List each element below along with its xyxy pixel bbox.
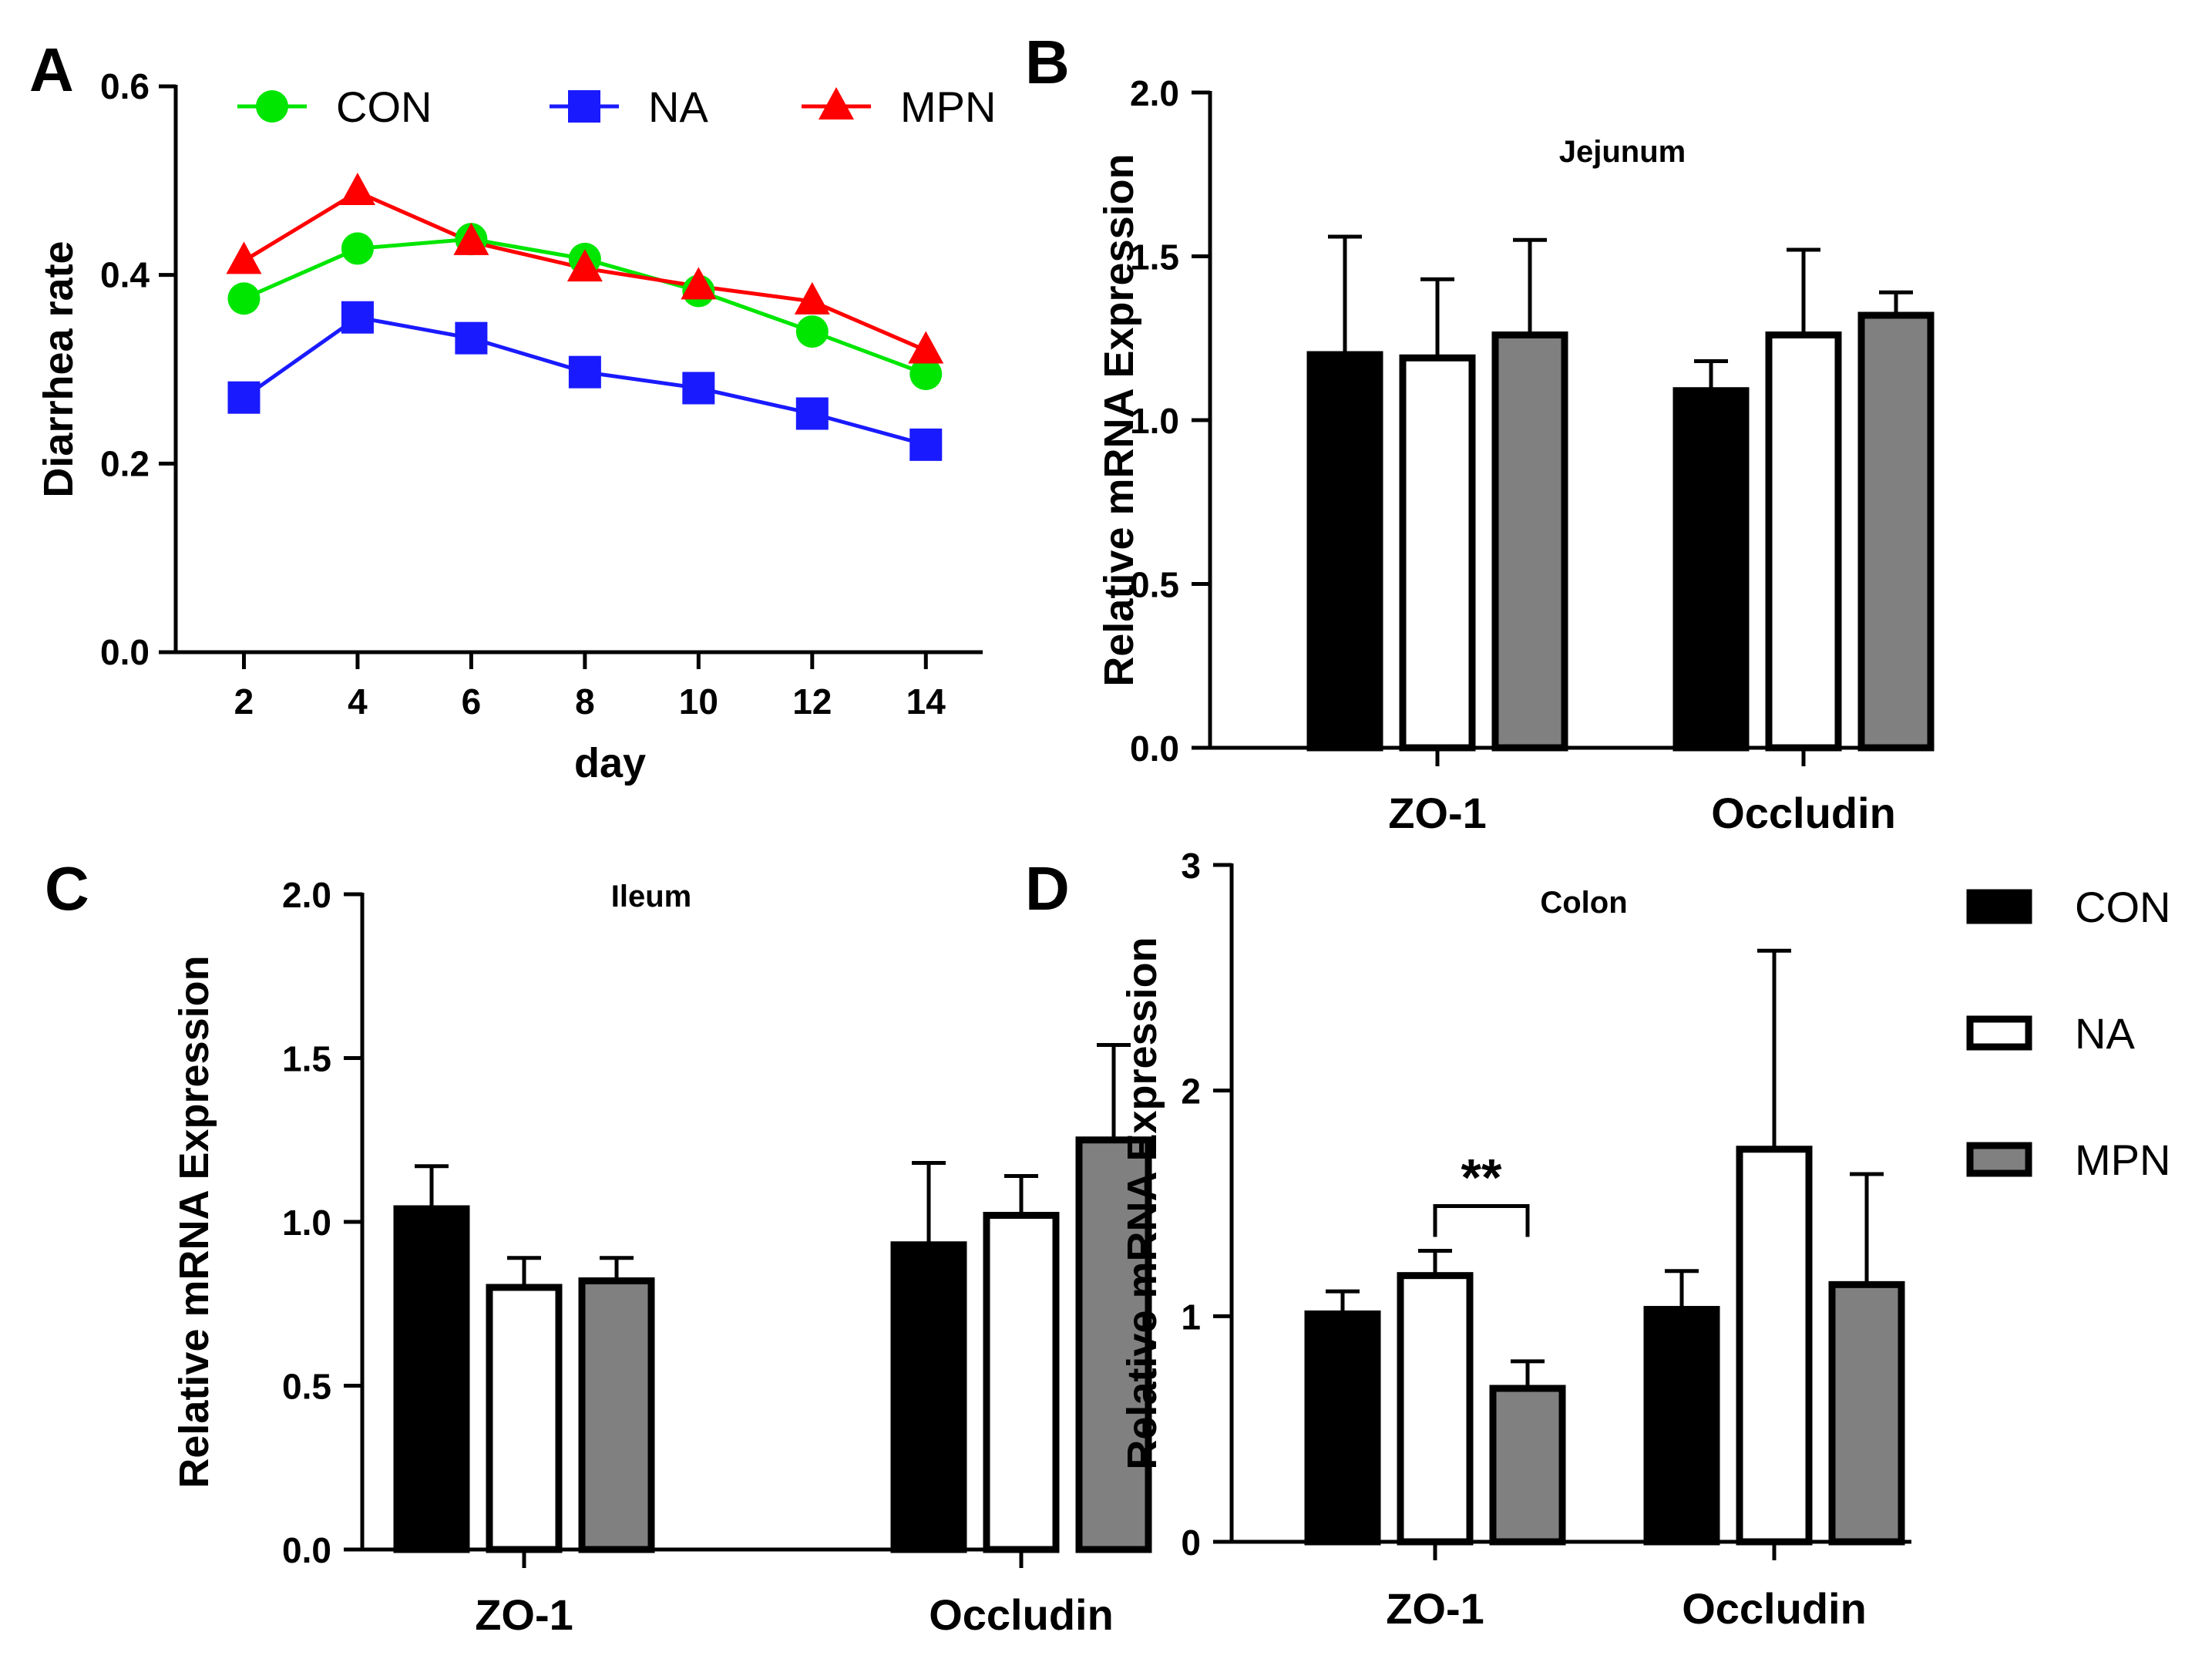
y-tick-label-b: 1.5 xyxy=(1130,237,1179,278)
legend-swatch-con xyxy=(1966,889,2032,924)
legend-label-mpn: MPN xyxy=(900,82,996,131)
x-tick-label-a: 12 xyxy=(792,681,832,722)
bar-mpn-zo-1 xyxy=(578,1277,655,1553)
bar-con-occludin xyxy=(890,1241,967,1553)
bar-na-zo-1 xyxy=(1397,1272,1474,1546)
y-tick-label-b: 0.0 xyxy=(1130,729,1179,769)
data-point-con xyxy=(795,315,829,348)
legend-label-con: CON xyxy=(336,82,432,131)
y-tick-label-b: 2.0 xyxy=(1130,73,1179,113)
data-point-mpn xyxy=(339,173,375,206)
legend-marker-mpn xyxy=(819,87,854,119)
data-point-na xyxy=(227,381,261,414)
data-point-mpn xyxy=(908,331,944,364)
y-axis-title-c: Relative mRNA Expression xyxy=(171,955,217,1488)
bar-na-occludin xyxy=(1736,1146,1813,1546)
x-tick-label-a: 6 xyxy=(462,681,482,722)
bar-con-occludin xyxy=(1643,1306,1720,1546)
y-tick-label-a: 0.6 xyxy=(100,66,150,106)
data-point-mpn xyxy=(453,222,489,255)
bar-con-zo-1 xyxy=(1306,351,1383,752)
y-tick-label-d: 3 xyxy=(1181,846,1201,886)
y-tick-label-a: 0.2 xyxy=(100,443,150,483)
significance-stars: ** xyxy=(1461,1148,1502,1206)
category-label-c: ZO-1 xyxy=(475,1590,573,1639)
category-label-d: Occludin xyxy=(1682,1584,1867,1633)
bar-mpn-zo-1 xyxy=(1489,1385,1566,1546)
y-tick-label-c: 0.5 xyxy=(282,1367,331,1407)
panel-letter-c: C xyxy=(45,854,89,923)
y-axis-title-b: Relative mRNA Expression xyxy=(1096,153,1142,686)
legend-label-na: NA xyxy=(2075,1009,2135,1058)
panel-b: B Jejunum Relative mRNA Expression 0.0 0.5 1.… xyxy=(1025,28,1935,837)
y-tick-label-c: 0.0 xyxy=(282,1530,331,1570)
data-point-na xyxy=(568,355,601,389)
data-point-na xyxy=(682,372,715,405)
y-tick-label-a: 0.0 xyxy=(100,632,150,672)
data-point-con xyxy=(227,282,261,315)
data-point-mpn xyxy=(226,241,262,274)
x-tick-label-a: 8 xyxy=(575,681,595,722)
y-tick-label-c: 1.0 xyxy=(282,1203,331,1243)
bar-na-occludin xyxy=(983,1212,1060,1553)
panel-title-d: Colon xyxy=(1540,886,1627,920)
panel-letter-d: D xyxy=(1025,854,1070,923)
bar-na-occludin xyxy=(1765,331,1842,752)
bar-con-zo-1 xyxy=(393,1205,470,1553)
data-point-na xyxy=(795,397,829,430)
bar-mpn-occludin xyxy=(1857,311,1935,752)
panel-a: A 0.0 0.2 0.4 0.6 2 4 6 8 10 12 14 day Diarrhea rate C… xyxy=(29,35,996,786)
x-tick-label-a: 4 xyxy=(348,681,368,722)
y-tick-label-b: 0.5 xyxy=(1130,565,1179,605)
y-tick-label-b: 1.0 xyxy=(1130,401,1179,441)
category-label-d: ZO-1 xyxy=(1386,1584,1484,1633)
bar-con-occludin xyxy=(1672,387,1750,752)
y-tick-label-d: 0 xyxy=(1181,1523,1201,1563)
y-axis-title-a: Diarrhea rate xyxy=(35,241,82,497)
data-point-con xyxy=(341,232,374,265)
y-tick-label-c: 1.5 xyxy=(282,1039,331,1079)
data-point-na xyxy=(909,428,943,461)
legend-marker-con xyxy=(256,90,288,123)
category-label-c: Occludin xyxy=(929,1590,1114,1639)
y-tick-label-d: 2 xyxy=(1181,1072,1201,1112)
panel-title-b: Jejunum xyxy=(1559,135,1686,169)
y-tick-label-d: 1 xyxy=(1181,1297,1201,1337)
bar-mpn-occludin xyxy=(1075,1136,1152,1553)
panel-d: D Colon Relative mRNA Expression 0 1 2 3 ZO-1 Oc… xyxy=(1025,846,2170,1633)
x-axis-title-a: day xyxy=(574,740,646,786)
panel-title-c: Ileum xyxy=(611,880,691,914)
panel-c: C Ileum Relative mRNA Expression 0.0 0.5 1.0 1… xyxy=(45,854,1152,1639)
legend-label-mpn: MPN xyxy=(2075,1136,2170,1184)
significance-bracket xyxy=(1433,1203,1530,1237)
data-point-na xyxy=(341,301,374,334)
data-point-mpn xyxy=(794,281,830,315)
legend-marker-na xyxy=(568,90,600,123)
category-label-b: Occludin xyxy=(1711,789,1896,837)
y-tick-label-c: 2.0 xyxy=(282,875,331,915)
panel-letter-b: B xyxy=(1025,28,1070,96)
legend-swatch-mpn xyxy=(1966,1142,2032,1177)
legend-label-con: CON xyxy=(2075,883,2170,931)
data-point-mpn xyxy=(681,267,717,300)
bar-na-zo-1 xyxy=(486,1284,563,1553)
data-point-mpn xyxy=(566,249,603,282)
panel-letter-a: A xyxy=(29,35,74,104)
data-point-con xyxy=(909,358,943,391)
x-tick-label-a: 14 xyxy=(906,681,946,722)
bar-na-zo-1 xyxy=(1399,354,1476,752)
bar-mpn-zo-1 xyxy=(1491,331,1568,752)
y-tick-label-a: 0.4 xyxy=(100,255,150,295)
bar-mpn-occludin xyxy=(1828,1280,1905,1546)
x-tick-label-a: 2 xyxy=(234,681,254,722)
category-label-b: ZO-1 xyxy=(1388,789,1487,837)
legend-label-na: NA xyxy=(648,82,708,131)
y-axis-title-d: Relative mRNA Expression xyxy=(1119,937,1165,1469)
data-point-na xyxy=(455,321,488,355)
bar-con-zo-1 xyxy=(1304,1310,1381,1546)
x-tick-label-a: 10 xyxy=(679,681,718,722)
legend-swatch-na xyxy=(1966,1015,2032,1051)
